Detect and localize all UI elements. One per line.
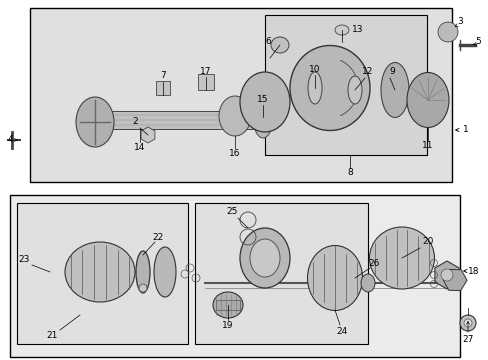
Text: 8: 8 (346, 168, 352, 177)
Ellipse shape (219, 96, 250, 136)
Text: 3: 3 (456, 18, 462, 27)
Text: 20: 20 (422, 238, 433, 247)
Text: 10: 10 (308, 66, 320, 75)
Ellipse shape (307, 246, 362, 310)
Text: 4: 4 (7, 135, 13, 144)
Text: 22: 22 (152, 233, 163, 242)
Text: 9: 9 (388, 68, 394, 77)
Text: 11: 11 (421, 141, 433, 150)
FancyBboxPatch shape (198, 74, 214, 90)
Text: 26: 26 (367, 258, 379, 267)
Text: 5: 5 (474, 37, 480, 46)
Ellipse shape (154, 247, 176, 297)
Text: 21: 21 (46, 332, 58, 341)
Ellipse shape (463, 319, 471, 327)
Ellipse shape (380, 63, 408, 117)
Bar (80, 111, 269, 129)
Ellipse shape (65, 242, 135, 302)
Ellipse shape (252, 96, 272, 138)
Text: 1: 1 (462, 126, 468, 135)
Text: 18: 18 (468, 266, 479, 275)
Bar (195, 203, 367, 344)
Ellipse shape (307, 72, 321, 104)
Ellipse shape (334, 25, 348, 35)
Text: 2: 2 (132, 117, 138, 126)
Text: 16: 16 (229, 149, 240, 158)
Text: 14: 14 (134, 144, 145, 153)
FancyBboxPatch shape (156, 81, 170, 95)
Text: 15: 15 (257, 95, 268, 104)
Text: 24: 24 (336, 327, 347, 336)
Bar (17, 203, 187, 344)
Ellipse shape (459, 315, 475, 331)
Text: 27: 27 (461, 336, 473, 345)
Ellipse shape (289, 45, 369, 130)
Ellipse shape (249, 239, 280, 277)
Bar (30, 8, 451, 182)
Text: 7: 7 (160, 72, 165, 81)
Circle shape (440, 269, 452, 281)
Text: 12: 12 (362, 68, 373, 77)
Text: 23: 23 (18, 256, 30, 265)
Ellipse shape (76, 97, 114, 147)
Circle shape (139, 284, 147, 292)
Bar (264, 15, 426, 155)
Ellipse shape (347, 76, 361, 104)
Text: 6: 6 (264, 37, 270, 46)
Text: 25: 25 (226, 207, 237, 216)
Ellipse shape (213, 292, 243, 318)
Bar (10, 195, 459, 357)
Circle shape (437, 22, 457, 42)
Text: 17: 17 (200, 68, 211, 77)
Ellipse shape (360, 274, 374, 292)
Ellipse shape (369, 227, 434, 289)
Ellipse shape (406, 72, 448, 127)
Ellipse shape (240, 228, 289, 288)
Ellipse shape (270, 37, 288, 53)
Bar (216, 300, 240, 310)
Ellipse shape (240, 72, 289, 132)
Ellipse shape (136, 251, 150, 293)
Text: 13: 13 (351, 26, 363, 35)
Text: 19: 19 (222, 321, 233, 330)
